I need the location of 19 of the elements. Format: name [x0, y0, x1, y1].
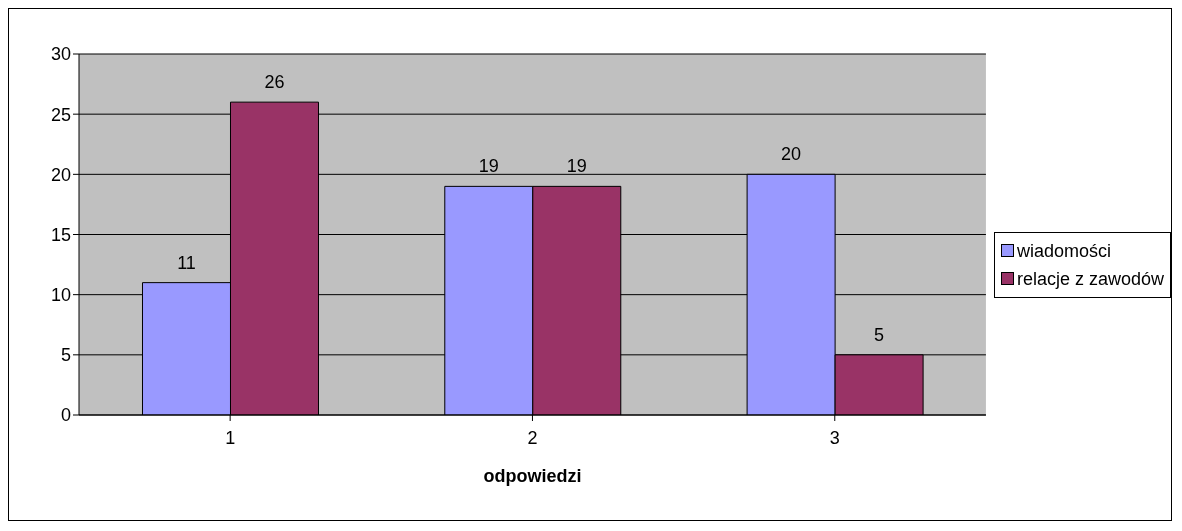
data-label: 5 — [874, 324, 885, 345]
legend-label: wiadomości — [1015, 239, 1112, 263]
legend-label: relacje z zawodów — [1015, 267, 1164, 291]
data-label: 11 — [177, 252, 196, 273]
y-tick-label: 20 — [50, 164, 71, 185]
y-tick-label: 5 — [60, 345, 71, 366]
y-tick-label: 10 — [50, 285, 71, 306]
x-tick-label: 3 — [829, 427, 840, 448]
y-tick-label: 30 — [50, 44, 71, 65]
data-label: 20 — [781, 144, 802, 165]
data-label: 26 — [264, 72, 285, 93]
y-tick-label: 15 — [50, 224, 71, 245]
y-tick-label: 25 — [50, 104, 71, 125]
x-tick-label: 2 — [527, 427, 538, 448]
x-axis-title: odpowiedzi — [483, 466, 582, 486]
x-tick-label: 1 — [225, 427, 236, 448]
y-tick-label: 0 — [60, 405, 71, 426]
data-label: 19 — [478, 156, 499, 177]
data-label: 19 — [566, 156, 587, 177]
